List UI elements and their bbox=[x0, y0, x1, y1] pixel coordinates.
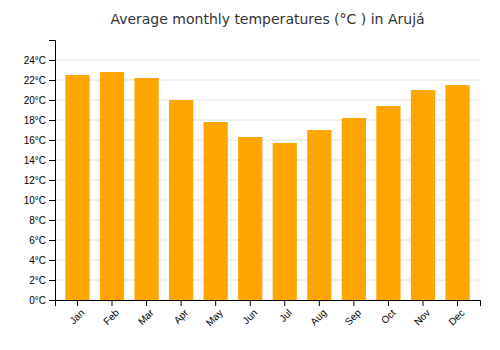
y-tick: 2°C bbox=[29, 275, 55, 286]
chart-title: Average monthly temperatures (°C ) in Ar… bbox=[110, 11, 424, 27]
y-tick-label: 16°C bbox=[24, 135, 46, 146]
y-tick-label: 20°C bbox=[24, 95, 46, 106]
y-tick-label: 4°C bbox=[29, 255, 46, 266]
x-tick: Jun bbox=[240, 300, 259, 326]
y-tick-label: 2°C bbox=[29, 275, 46, 286]
y-tick: 14°C bbox=[24, 155, 55, 166]
x-tick-label: Jan bbox=[67, 307, 86, 326]
x-tick-label: Jul bbox=[277, 307, 294, 324]
y-tick: 0°C bbox=[29, 295, 55, 306]
x-tick: Nov bbox=[412, 300, 432, 327]
bar bbox=[169, 100, 193, 300]
y-tick: 8°C bbox=[29, 215, 55, 226]
bar bbox=[134, 78, 158, 300]
x-tick-mark bbox=[457, 300, 458, 306]
chart-container: 0°C 2°C 4°C 6°C 8°C 10°C 12°C 14°C 16°C 18°C 20°C 2… bbox=[0, 0, 500, 350]
x-tick-mark bbox=[353, 300, 354, 306]
x-tick-label: May bbox=[204, 307, 225, 328]
bar bbox=[238, 137, 262, 300]
x-tick: Aug bbox=[308, 300, 328, 327]
x-tick: Oct bbox=[379, 300, 398, 326]
x-tick-mark bbox=[112, 300, 113, 306]
x-tick-mark bbox=[250, 300, 251, 306]
y-tick-mark bbox=[49, 200, 55, 201]
x-tick-label: Sep bbox=[343, 307, 364, 328]
x-tick: Apr bbox=[172, 300, 191, 326]
y-tick-mark bbox=[49, 220, 55, 221]
x-tick-mark bbox=[388, 300, 389, 306]
y-tick-mark bbox=[49, 120, 55, 121]
y-tick-label: 0°C bbox=[29, 295, 46, 306]
y-tick-mark bbox=[49, 260, 55, 261]
x-axis: Jan Feb Mar Apr May Jun Jul Aug Sep Oct Nov Dec bbox=[56, 300, 481, 328]
x-tick-mark bbox=[215, 300, 216, 306]
x-tick-mark bbox=[284, 300, 285, 306]
x-tick-mark bbox=[181, 300, 182, 306]
x-tick: Jul bbox=[277, 300, 294, 324]
y-tick-mark bbox=[49, 160, 55, 161]
y-axis: 0°C 2°C 4°C 6°C 8°C 10°C 12°C 14°C 16°C 18°C 20°C 2… bbox=[24, 41, 56, 306]
x-tick: Dec bbox=[446, 300, 466, 327]
y-axis-line bbox=[49, 41, 56, 301]
bar bbox=[342, 118, 366, 300]
y-tick-label: 18°C bbox=[24, 115, 46, 126]
y-tick-label: 10°C bbox=[24, 195, 46, 206]
x-tick: Feb bbox=[101, 300, 121, 327]
y-tick-label: 22°C bbox=[24, 75, 46, 86]
x-tick-label: Aug bbox=[308, 307, 328, 327]
y-tick: 20°C bbox=[24, 95, 55, 106]
x-tick-label: Oct bbox=[379, 307, 398, 326]
y-tick-label: 24°C bbox=[24, 55, 46, 66]
x-tick-mark bbox=[77, 300, 78, 306]
x-tick-label: Jun bbox=[240, 307, 259, 326]
bar bbox=[307, 130, 331, 300]
y-tick-mark bbox=[49, 60, 55, 61]
x-axis-line bbox=[56, 301, 481, 307]
x-tick: Sep bbox=[343, 300, 364, 327]
y-tick-label: 6°C bbox=[29, 235, 46, 246]
y-tick: 16°C bbox=[24, 135, 55, 146]
chart-svg: 0°C 2°C 4°C 6°C 8°C 10°C 12°C 14°C 16°C 18°C 20°C 2… bbox=[0, 0, 500, 350]
y-tick: 24°C bbox=[24, 55, 55, 66]
x-tick-label: Feb bbox=[101, 307, 121, 327]
y-tick-mark bbox=[49, 280, 55, 281]
y-tick: 18°C bbox=[24, 115, 55, 126]
plot-area: 0°C 2°C 4°C 6°C 8°C 10°C 12°C 14°C 16°C 18°C 20°C 2… bbox=[24, 41, 481, 329]
bar bbox=[273, 143, 297, 300]
x-tick-mark bbox=[319, 300, 320, 306]
y-tick-label: 14°C bbox=[24, 155, 46, 166]
y-tick-mark bbox=[49, 140, 55, 141]
y-tick: 12°C bbox=[24, 175, 55, 186]
y-tick-mark bbox=[49, 100, 55, 101]
y-tick-mark bbox=[49, 240, 55, 241]
y-tick: 10°C bbox=[24, 195, 55, 206]
x-tick-mark bbox=[422, 300, 423, 306]
y-tick: 6°C bbox=[29, 235, 55, 246]
bar bbox=[445, 85, 469, 300]
x-tick: May bbox=[204, 300, 225, 328]
y-tick-mark bbox=[49, 180, 55, 181]
x-tick-label: Nov bbox=[412, 307, 432, 327]
x-tick-label: Dec bbox=[446, 307, 466, 327]
x-tick-mark bbox=[146, 300, 147, 306]
y-tick: 22°C bbox=[24, 75, 55, 86]
bars bbox=[65, 72, 469, 300]
bar bbox=[100, 72, 124, 300]
bar bbox=[65, 75, 89, 300]
bar bbox=[204, 122, 228, 300]
y-tick-label: 8°C bbox=[29, 215, 46, 226]
y-tick-mark bbox=[49, 80, 55, 81]
grid bbox=[55, 60, 480, 300]
bar bbox=[376, 106, 400, 300]
x-tick: Jan bbox=[67, 300, 86, 326]
x-tick-label: Mar bbox=[136, 307, 156, 327]
x-tick-label: Apr bbox=[172, 307, 191, 326]
grid-line bbox=[55, 60, 480, 61]
y-tick-mark bbox=[49, 300, 55, 301]
y-tick: 4°C bbox=[29, 255, 55, 266]
x-tick: Mar bbox=[136, 300, 156, 327]
bar bbox=[411, 90, 435, 300]
y-tick-label: 12°C bbox=[24, 175, 46, 186]
